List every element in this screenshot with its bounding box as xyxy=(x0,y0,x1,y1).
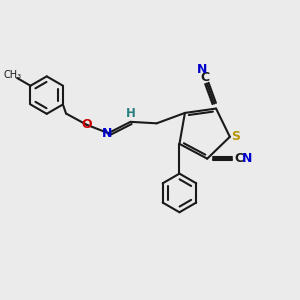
Text: S: S xyxy=(231,130,240,143)
Text: C: C xyxy=(200,71,209,84)
Text: N: N xyxy=(242,152,253,165)
Text: C: C xyxy=(235,152,244,165)
Text: N: N xyxy=(102,127,112,140)
Text: N: N xyxy=(196,63,207,76)
Text: O: O xyxy=(82,118,92,131)
Text: CH₃: CH₃ xyxy=(3,70,22,80)
Text: H: H xyxy=(126,107,136,120)
